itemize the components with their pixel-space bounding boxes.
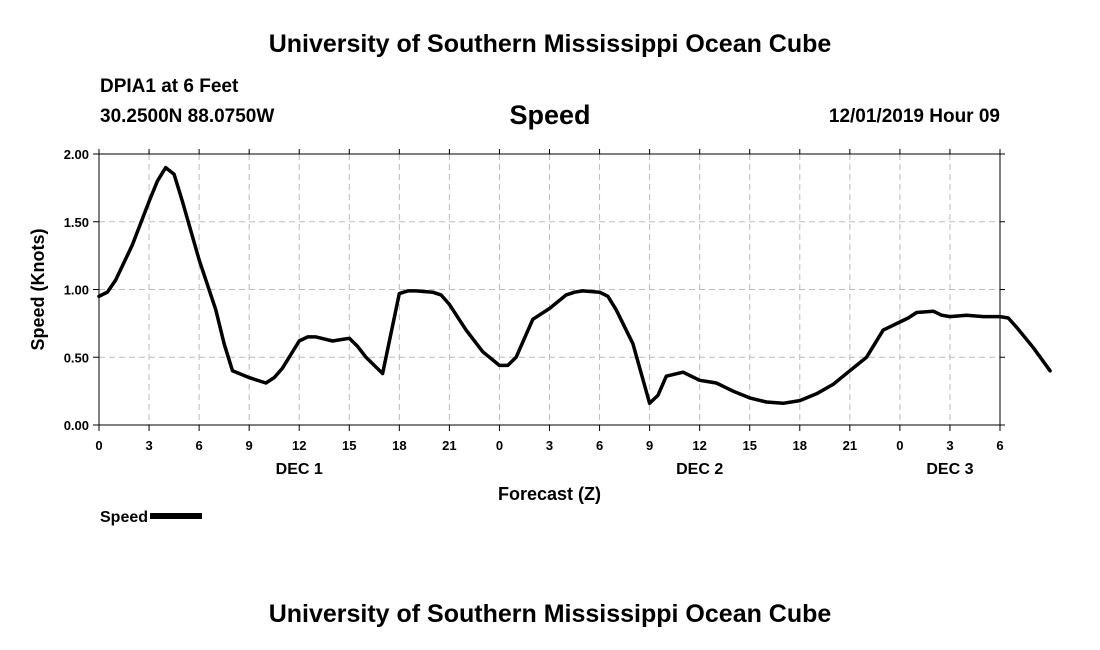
forecast-datetime: 12/01/2019 Hour 09	[828, 106, 1000, 127]
x-tick-label: 21	[843, 438, 857, 453]
chart-title: Speed	[509, 100, 591, 130]
x-tick-label: 12	[292, 438, 306, 453]
x-tick-label: 0	[496, 438, 503, 453]
footer-title: University of Southern Mississippi Ocean…	[268, 600, 832, 628]
station-coordinates: 30.2500N 88.0750W	[100, 106, 275, 127]
x-tick-label: 6	[596, 438, 603, 453]
x-tick-label: 0	[896, 438, 903, 453]
x-axis-label: Forecast (Z)	[498, 484, 601, 504]
station-name: DPIA1 at 6 Feet	[100, 76, 239, 97]
day-label: DEC 3	[926, 461, 973, 478]
legend: Speed	[100, 509, 203, 527]
y-tick-label: 0.50	[64, 350, 89, 365]
x-tick-label: 12	[692, 438, 706, 453]
x-tick-label: 18	[392, 438, 406, 453]
series-line-speed	[97, 165, 1052, 406]
y-tick-label: 0.00	[64, 418, 89, 433]
day-label: DEC 2	[676, 461, 723, 478]
x-tick-label: 6	[195, 438, 202, 453]
y-axis-label: Speed (Knots)	[28, 228, 48, 350]
speed-chart: 0.00 0.50 1.00 1.50 2.00 0 3 6 9 12 15 18 21 0 3 6 9 12 15…	[28, 147, 1052, 504]
x-tick-label: 15	[342, 438, 356, 453]
x-tick-label: 9	[246, 438, 253, 453]
x-tick-label: 6	[996, 438, 1003, 453]
x-tick-label: 3	[546, 438, 553, 453]
x-tick-label: 0	[95, 438, 102, 453]
y-tick-label: 2.00	[64, 147, 89, 162]
x-tick-label: 18	[793, 438, 807, 453]
y-tick-label: 1.50	[64, 215, 89, 230]
x-tick-label: 21	[442, 438, 456, 453]
x-tick-label: 3	[946, 438, 953, 453]
x-tick-label: 3	[145, 438, 152, 453]
x-tick-label: 9	[646, 438, 653, 453]
legend-label: Speed	[100, 509, 149, 526]
page-title: University of Southern Mississippi Ocean…	[268, 30, 832, 58]
legend-line-swatch	[150, 512, 203, 519]
y-tick-label: 1.00	[64, 283, 89, 298]
day-label: DEC 1	[276, 461, 323, 478]
x-tick-label: 15	[742, 438, 756, 453]
